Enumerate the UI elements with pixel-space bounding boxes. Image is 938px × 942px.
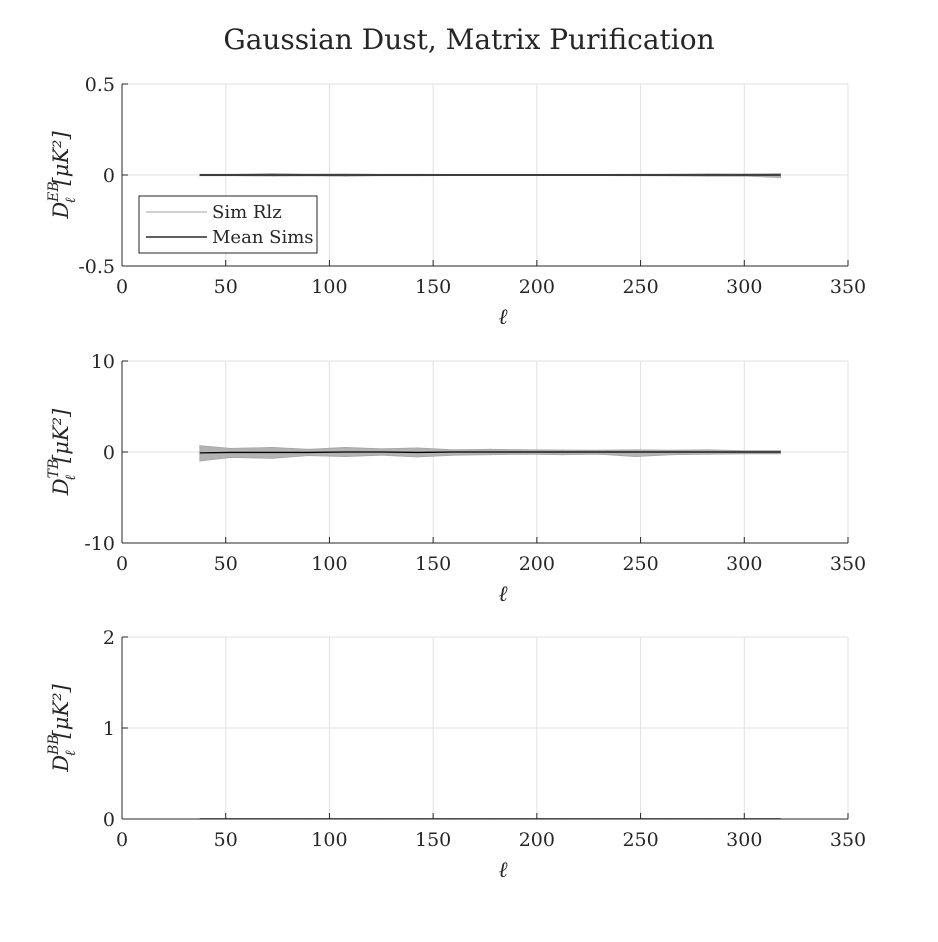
y-tick-label: 0 xyxy=(103,165,115,187)
x-tick-label: 350 xyxy=(830,553,866,575)
sim-rlz-point-lower xyxy=(344,456,345,457)
sim-rlz-point-lower xyxy=(272,175,273,176)
x-tick-label: 0 xyxy=(116,829,128,851)
sim-rlz-point-upper xyxy=(453,449,454,450)
x-tick-label: 300 xyxy=(726,276,762,298)
x-tick-label: 250 xyxy=(622,553,658,575)
legend-label: Mean Sims xyxy=(212,227,314,248)
sim-rlz-point-lower xyxy=(635,456,636,457)
sim-rlz-point-lower xyxy=(272,458,273,459)
sim-rlz-point-lower xyxy=(598,454,599,455)
y-tick-label: -10 xyxy=(84,533,115,555)
sim-rlz-point-upper xyxy=(199,445,200,446)
sim-rlz-point-lower xyxy=(308,455,309,456)
x-tick-label: 250 xyxy=(622,276,658,298)
x-tick-label: 150 xyxy=(415,276,451,298)
x-tick-label: 100 xyxy=(311,829,347,851)
sim-rlz-point-upper xyxy=(562,449,563,450)
sim-rlz-point-lower xyxy=(526,454,527,455)
sim-rlz-point-upper xyxy=(344,173,345,174)
sim-rlz-point-upper xyxy=(671,450,672,451)
sim-rlz-point-lower xyxy=(780,177,781,178)
sim-rlz-point-lower xyxy=(780,453,781,454)
x-tick-label: 0 xyxy=(116,553,128,575)
sim-rlz-point-upper xyxy=(308,449,309,450)
x-axis-label: ℓ xyxy=(498,858,508,883)
y-tick-label: 2 xyxy=(103,627,115,649)
sim-rlz-point-upper xyxy=(780,450,781,451)
sim-rlz-point-lower xyxy=(199,461,200,462)
x-tick-label: 100 xyxy=(311,276,347,298)
x-tick-label: 50 xyxy=(214,276,238,298)
sim-rlz-point-upper xyxy=(526,449,527,450)
sim-rlz-point-lower xyxy=(744,175,745,176)
sim-rlz-point-upper xyxy=(635,449,636,450)
sim-rlz-point-lower xyxy=(381,455,382,456)
x-tick-label: 50 xyxy=(214,553,238,575)
sim-rlz-point-upper xyxy=(490,449,491,450)
sim-rlz-point-upper xyxy=(417,447,418,448)
y-tick-label: -0.5 xyxy=(78,256,115,278)
sim-rlz-point-upper xyxy=(744,173,745,174)
sim-rlz-point-upper xyxy=(707,449,708,450)
x-tick-label: 300 xyxy=(726,829,762,851)
sim-rlz-point-lower xyxy=(562,454,563,455)
sim-rlz-point-upper xyxy=(230,448,231,449)
sim-rlz-point-lower xyxy=(230,457,231,458)
sim-rlz-point-upper xyxy=(381,448,382,449)
x-tick-label: 150 xyxy=(415,829,451,851)
x-axis-label: ℓ xyxy=(498,305,508,330)
sim-rlz-point-lower xyxy=(744,453,745,454)
sim-rlz-point-lower xyxy=(707,176,708,177)
sim-rlz-point-lower xyxy=(453,455,454,456)
sim-rlz-point-upper xyxy=(707,173,708,174)
y-tick-label: 1 xyxy=(103,718,115,740)
sim-rlz-point-lower xyxy=(344,176,345,177)
legend-label: Sim Rlz xyxy=(212,202,282,223)
sim-rlz-point-upper xyxy=(344,447,345,448)
x-tick-label: 200 xyxy=(519,829,555,851)
x-tick-label: 200 xyxy=(519,276,555,298)
figure-title: Gaussian Dust, Matrix Purification xyxy=(223,23,714,56)
sim-rlz-point-lower xyxy=(671,454,672,455)
y-tick-label: 0.5 xyxy=(85,74,115,96)
x-tick-label: 300 xyxy=(726,553,762,575)
sim-rlz-point-upper xyxy=(272,447,273,448)
x-tick-label: 0 xyxy=(116,276,128,298)
x-tick-label: 200 xyxy=(519,553,555,575)
sim-rlz-point-upper xyxy=(780,173,781,174)
x-tick-label: 50 xyxy=(214,829,238,851)
x-tick-label: 150 xyxy=(415,553,451,575)
x-tick-label: 350 xyxy=(830,829,866,851)
y-tick-label: 0 xyxy=(103,809,115,831)
x-tick-label: 350 xyxy=(830,276,866,298)
sim-rlz-point-upper xyxy=(598,450,599,451)
sim-rlz-point-upper xyxy=(272,173,273,174)
legend: Sim Rlz Mean Sims xyxy=(139,196,317,253)
sim-rlz-point-lower xyxy=(417,456,418,457)
y-tick-label: 10 xyxy=(91,351,115,373)
x-tick-label: 250 xyxy=(622,829,658,851)
sim-rlz-point-lower xyxy=(707,454,708,455)
x-tick-label: 100 xyxy=(311,553,347,575)
sim-rlz-point-upper xyxy=(744,450,745,451)
sim-rlz-point-lower xyxy=(490,454,491,455)
y-tick-label: 0 xyxy=(103,442,115,464)
x-axis-label: ℓ xyxy=(498,582,508,607)
